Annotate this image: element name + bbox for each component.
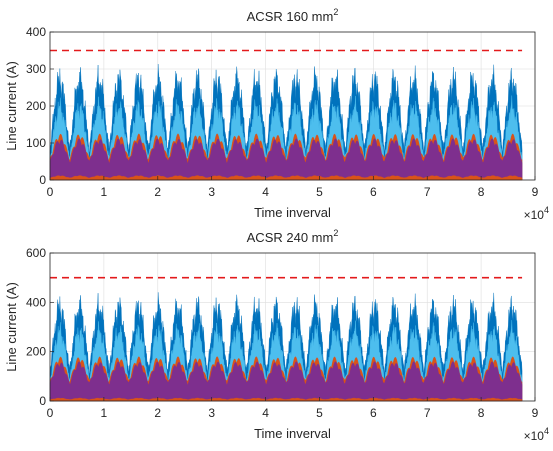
y-tick-label: 200 xyxy=(26,345,46,359)
x-tick-label: 4 xyxy=(262,406,269,420)
chart-title-main: ACSR 240 mm xyxy=(247,230,334,245)
series-area-0 xyxy=(49,292,523,402)
x-tick-label: 6 xyxy=(370,185,377,199)
x-tick-label: 6 xyxy=(370,406,377,420)
y-tick-label: 200 xyxy=(26,99,46,113)
series-area-1 xyxy=(49,95,523,181)
y-tick-label: 0 xyxy=(39,173,46,187)
chart-title-superscript: 2 xyxy=(333,7,338,17)
x-tick-label: 2 xyxy=(154,406,161,420)
x-tick-label: 8 xyxy=(478,185,485,199)
x-tick-label: 3 xyxy=(208,406,215,420)
y-tick-label: 0 xyxy=(39,394,46,408)
y-tick-label: 400 xyxy=(26,295,46,309)
x-axis-exponent: ×104 xyxy=(524,205,549,222)
y-tick-label: 100 xyxy=(26,136,46,150)
x-tick-label: 7 xyxy=(424,406,431,420)
x-tick-label: 8 xyxy=(478,406,485,420)
axes-box xyxy=(49,252,536,402)
x-tick-label: 3 xyxy=(208,185,215,199)
x-tick-label: 0 xyxy=(47,406,54,420)
chart-title: ACSR 160 mm2 xyxy=(247,7,339,24)
x-axis-exponent-base: ×10 xyxy=(524,208,545,222)
y-axis-label: Line current (A) xyxy=(4,282,19,372)
chart-title-main: ACSR 160 mm xyxy=(247,9,334,24)
x-tick-label: 5 xyxy=(316,185,323,199)
y-tick-label: 600 xyxy=(26,246,46,260)
series-area-4 xyxy=(49,175,523,181)
x-tick-label: 4 xyxy=(262,185,269,199)
series-area-0 xyxy=(49,64,523,181)
x-axis-exponent-power: 4 xyxy=(544,426,549,436)
series-area-1 xyxy=(49,320,523,402)
y-tick-label: 300 xyxy=(26,62,46,76)
x-axis-exponent-power: 4 xyxy=(544,205,549,215)
chart-title-superscript: 2 xyxy=(333,228,338,238)
y-tick-label: 400 xyxy=(26,25,46,39)
x-tick-label: 0 xyxy=(47,185,54,199)
x-axis-label: Time inverval xyxy=(254,426,331,441)
x-tick-label: 7 xyxy=(424,185,431,199)
x-tick-label: 1 xyxy=(101,406,108,420)
y-axis-label: Line current (A) xyxy=(4,61,19,151)
series-area-4 xyxy=(49,397,523,402)
chart-title: ACSR 240 mm2 xyxy=(247,228,339,245)
x-axis-exponent: ×104 xyxy=(524,426,549,443)
series-area-3 xyxy=(49,138,523,181)
x-tick-label: 2 xyxy=(154,185,161,199)
x-tick-label: 9 xyxy=(532,185,539,199)
x-axis-exponent-base: ×10 xyxy=(524,429,545,443)
x-tick-label: 9 xyxy=(532,406,539,420)
x-tick-label: 5 xyxy=(316,406,323,420)
series-area-3 xyxy=(49,361,523,402)
x-axis-label: Time inverval xyxy=(254,205,331,220)
x-tick-label: 1 xyxy=(101,185,108,199)
